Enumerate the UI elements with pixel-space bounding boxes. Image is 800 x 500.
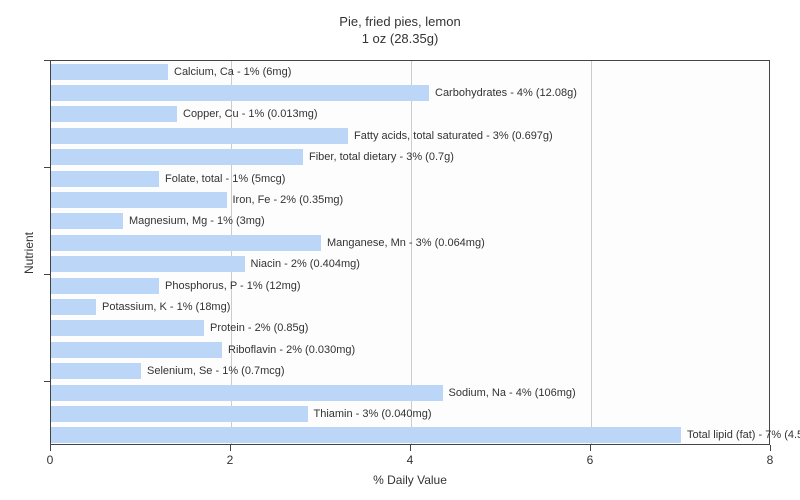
- y-tick: [44, 60, 50, 61]
- nutrient-bar: [51, 149, 303, 165]
- nutrient-bar: [51, 171, 159, 187]
- y-tick: [44, 167, 50, 168]
- nutrient-bar: [51, 256, 245, 272]
- x-tick: [770, 445, 771, 451]
- nutrient-bar-label: Sodium, Na - 4% (106mg): [443, 385, 576, 401]
- nutrient-bar-label: Thiamin - 3% (0.040mg): [308, 406, 432, 422]
- nutrient-bar-label: Phosphorus, P - 1% (12mg): [159, 278, 301, 294]
- nutrient-bar-label: Manganese, Mn - 3% (0.064mg): [321, 235, 485, 251]
- x-tick-label: 4: [407, 453, 414, 467]
- y-axis-label: Nutrient: [22, 231, 36, 273]
- x-tick: [230, 445, 231, 451]
- nutrient-bar-label: Total lipid (fat) - 7% (4.56g): [681, 427, 800, 443]
- x-tick: [590, 445, 591, 451]
- nutrient-bar: [51, 64, 168, 80]
- nutrient-bar-label: Magnesium, Mg - 1% (3mg): [123, 213, 265, 229]
- nutrient-bar: [51, 406, 308, 422]
- x-tick: [50, 445, 51, 451]
- nutrient-bar: [51, 320, 204, 336]
- chart-title: Pie, fried pies, lemon 1 oz (28.35g): [0, 0, 800, 48]
- nutrient-bar: [51, 385, 443, 401]
- nutrient-bar-label: Niacin - 2% (0.404mg): [245, 256, 360, 272]
- chart-title-line2: 1 oz (28.35g): [362, 31, 439, 46]
- nutrient-bar-label: Selenium, Se - 1% (0.7mcg): [141, 363, 285, 379]
- nutrient-bar: [51, 128, 348, 144]
- nutrient-bar: [51, 192, 227, 208]
- x-axis-label: % Daily Value: [373, 473, 447, 487]
- x-tick-label: 8: [767, 453, 774, 467]
- nutrient-bar-label: Protein - 2% (0.85g): [204, 320, 308, 336]
- y-tick: [44, 381, 50, 382]
- chart-title-line1: Pie, fried pies, lemon: [339, 14, 460, 29]
- nutrient-bar-label: Riboflavin - 2% (0.030mg): [222, 342, 355, 358]
- nutrient-bar: [51, 342, 222, 358]
- x-tick-label: 2: [227, 453, 234, 467]
- nutrient-bar-label: Folate, total - 1% (5mcg): [159, 171, 285, 187]
- nutrient-bar: [51, 299, 96, 315]
- nutrient-bar: [51, 427, 681, 443]
- nutrient-bar-label: Potassium, K - 1% (18mg): [96, 299, 230, 315]
- nutrient-bar-label: Carbohydrates - 4% (12.08g): [429, 85, 577, 101]
- x-tick-label: 6: [587, 453, 594, 467]
- nutrient-bar: [51, 213, 123, 229]
- nutrient-bar: [51, 235, 321, 251]
- plot-area: Calcium, Ca - 1% (6mg) Carbohydrates - 4%…: [50, 60, 770, 445]
- nutrient-bar: [51, 85, 429, 101]
- gridline: [591, 61, 592, 444]
- nutrient-bar-label: Fatty acids, total saturated - 3% (0.697…: [348, 128, 553, 144]
- nutrient-bar-label: Iron, Fe - 2% (0.35mg): [227, 192, 344, 208]
- x-tick-label: 0: [47, 453, 54, 467]
- nutrient-bar-label: Calcium, Ca - 1% (6mg): [168, 64, 291, 80]
- nutrient-bar: [51, 278, 159, 294]
- nutrient-bar: [51, 363, 141, 379]
- nutrient-chart: Pie, fried pies, lemon 1 oz (28.35g) Cal…: [0, 0, 800, 500]
- nutrient-bar-label: Fiber, total dietary - 3% (0.7g): [303, 149, 454, 165]
- nutrient-bar-label: Copper, Cu - 1% (0.013mg): [177, 106, 318, 122]
- nutrient-bar: [51, 106, 177, 122]
- y-tick: [44, 274, 50, 275]
- x-tick: [410, 445, 411, 451]
